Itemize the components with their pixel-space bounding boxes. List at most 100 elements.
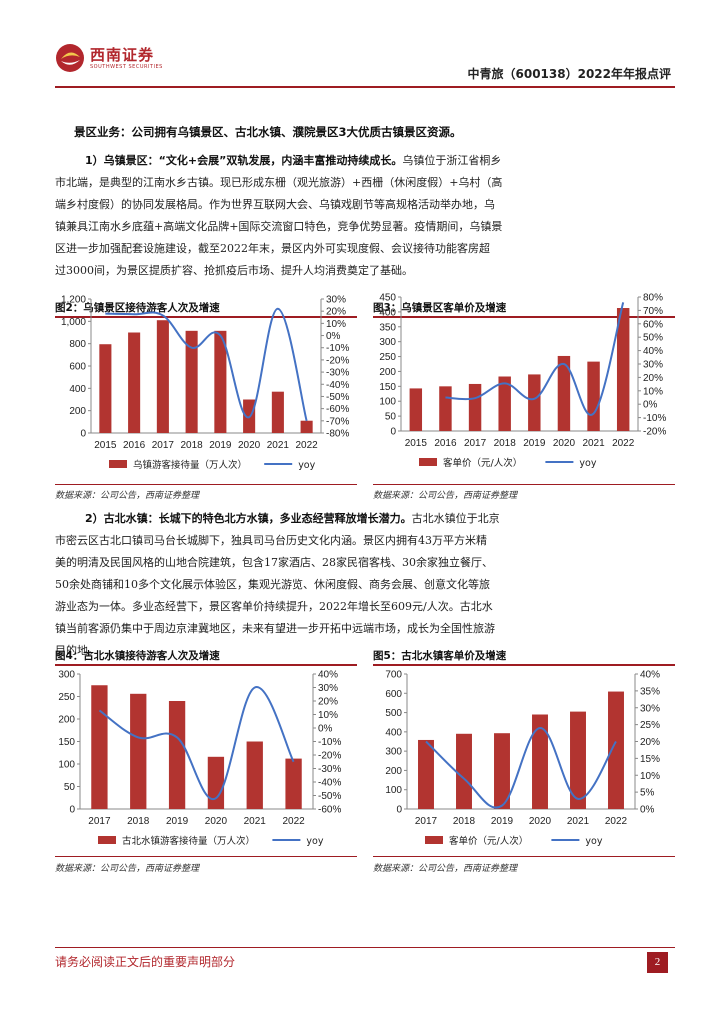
y-tick-label: 300 [58,670,75,681]
y2-tick-label: -30% [326,368,349,379]
figure-rule [55,316,357,318]
bar [130,693,147,809]
x-tick-label: 2021 [582,438,605,449]
y-tick-label: 1,200 [61,295,86,306]
y-tick-label: 450 [379,293,396,304]
paragraph-wuzhen: 1）乌镇景区：“文化+会展”双轨发展，内涵丰富推动持续成长。乌镇位于浙江省桐乡 … [55,150,675,282]
y2-tick-label: 10% [643,386,663,397]
bar [557,355,571,431]
paragraph-line: 端乡村度假）的协同发展格局。作为世界互联网大会、乌镇戏剧节等高规格活动举办地，乌 [55,198,495,211]
bar [156,320,169,433]
y2-tick-label: 10% [640,771,660,782]
y2-tick-label: 70% [643,306,663,317]
bar [91,685,108,809]
figure-source: 数据来源：公司公告，西南证券整理 [373,491,518,501]
figure-source: 数据来源：公司公告，西南证券整理 [55,864,200,874]
legend-label: yoy [585,836,602,847]
paragraph-line: 乌镇位于浙江省桐乡 [402,154,502,167]
figure-rule [55,664,357,666]
legend-label: yoy [579,458,596,469]
bar [285,758,302,809]
y-tick-label: 350 [379,322,396,333]
page-header: 西南证券 SOUTHWEST SECURITIES 中青旅（600138）202… [55,40,675,84]
legend-label: yoy [298,460,315,471]
y-tick-label: 100 [379,397,396,408]
paragraph-gubei: 2）古北水镇：长城下的特色北方水镇，多业态经营释放增长潜力。古北水镇位于北京 市… [55,508,675,662]
bar [99,344,112,433]
figure-rule [373,316,675,318]
chart-wuzhen-visitors: 02004006008001,0001,200-80%-70%-60%-50%-… [61,295,349,472]
y2-tick-label: -10% [318,737,341,748]
bar [168,701,186,809]
x-tick-label: 2017 [464,438,487,449]
y2-tick-label: 30% [326,295,346,306]
yoy-line [105,307,308,422]
figure-title: 图2：乌镇景区接待游客人次及增速 [55,302,220,314]
figure-title: 图3：乌镇景区客单价及增速 [373,302,507,314]
paragraph-line: 过3000间，为景区提质扩容、抢抓疫后市场、提升人均消费奠定了基础。 [55,264,413,277]
y2-tick-label: 35% [640,686,660,697]
y-tick-label: 100 [58,760,75,771]
paragraph-line: 镇当前客源仍集中于周边京津冀地区，未来有望进一步开拓中远端市场，成长为全国性旅游 [55,622,495,635]
y2-tick-label: 20% [643,373,663,384]
y2-tick-label: 30% [640,703,660,714]
y2-tick-label: -80% [326,429,349,440]
legend-bar-swatch [109,460,127,468]
x-tick-label: 2015 [94,440,117,451]
y2-tick-label: 15% [640,754,660,765]
y2-tick-label: 30% [318,683,338,694]
figure-rule [55,856,357,857]
y2-tick-label: 60% [643,319,663,330]
y2-tick-label: 0% [326,331,341,342]
y-tick-label: 500 [385,708,402,719]
y-tick-label: 50 [385,412,397,423]
y-tick-label: 600 [385,689,402,700]
bar [300,420,313,433]
page-number: 2 [647,952,668,973]
y2-tick-label: 10% [326,319,346,330]
x-tick-label: 2018 [453,816,476,827]
bar [456,733,472,809]
logo-name-cn: 西南证券 [90,46,155,64]
figure-source: 数据来源：公司公告，西南证券整理 [55,491,200,501]
y-tick-label: 400 [379,307,396,318]
y-tick-label: 800 [69,339,86,350]
y2-tick-label: -20% [643,427,666,438]
y-tick-label: 0 [396,805,402,816]
y-tick-label: 100 [385,785,402,796]
y2-tick-label: -30% [318,764,341,775]
x-tick-label: 2017 [88,816,111,827]
paragraph-line: 区进一步加强配套设施建设，截至2022年末，景区内外可实现度假、会议接待功能客房… [55,242,490,255]
y2-tick-label: -40% [326,380,349,391]
section-heading: 景区业务：公司拥有乌镇景区、古北水镇、濮院景区3大优质古镇景区资源。 [74,125,462,139]
bar [532,714,548,809]
bar [207,756,225,809]
paragraph-line: 美的明清及民国风格的山地合院建筑，包含17家酒店、28家民宿客栈、30余家独立餐… [55,556,493,569]
figure-title: 图5：古北水镇客单价及增速 [373,650,507,662]
bar [128,332,141,433]
yoy-line [445,302,625,416]
bar [246,741,263,809]
legend-bar-swatch [419,458,437,466]
bar [271,391,284,433]
bar [418,739,434,809]
y-tick-label: 600 [69,362,86,373]
legend-bar-swatch [98,836,116,844]
y2-tick-label: 30% [643,360,663,371]
paragraph-line: 50余处商铺和10多个文化展示体验区，集观光游览、休闲度假、商务会展、创意文化等… [55,578,490,591]
y2-tick-label: 40% [318,670,338,681]
x-tick-label: 2021 [267,440,290,451]
yoy-line [425,727,617,809]
y-tick-label: 300 [385,747,402,758]
x-tick-label: 2018 [181,440,204,451]
paragraph-line: 目的地。 [55,644,99,657]
paragraph-line: 镇兼具江南水乡底蕴+高端文化品牌+国际交流窗口特色，竞争优势显著。疫情期间，乌镇… [55,220,503,233]
y-tick-label: 0 [69,805,75,816]
x-tick-label: 2021 [244,816,267,827]
x-tick-label: 2022 [296,440,319,451]
legend-label: yoy [306,836,323,847]
bar [498,376,511,431]
legend-bar-swatch [425,836,443,844]
figure-title: 图4：古北水镇接待游客人次及增速 [55,650,220,662]
x-tick-label: 2019 [491,816,514,827]
